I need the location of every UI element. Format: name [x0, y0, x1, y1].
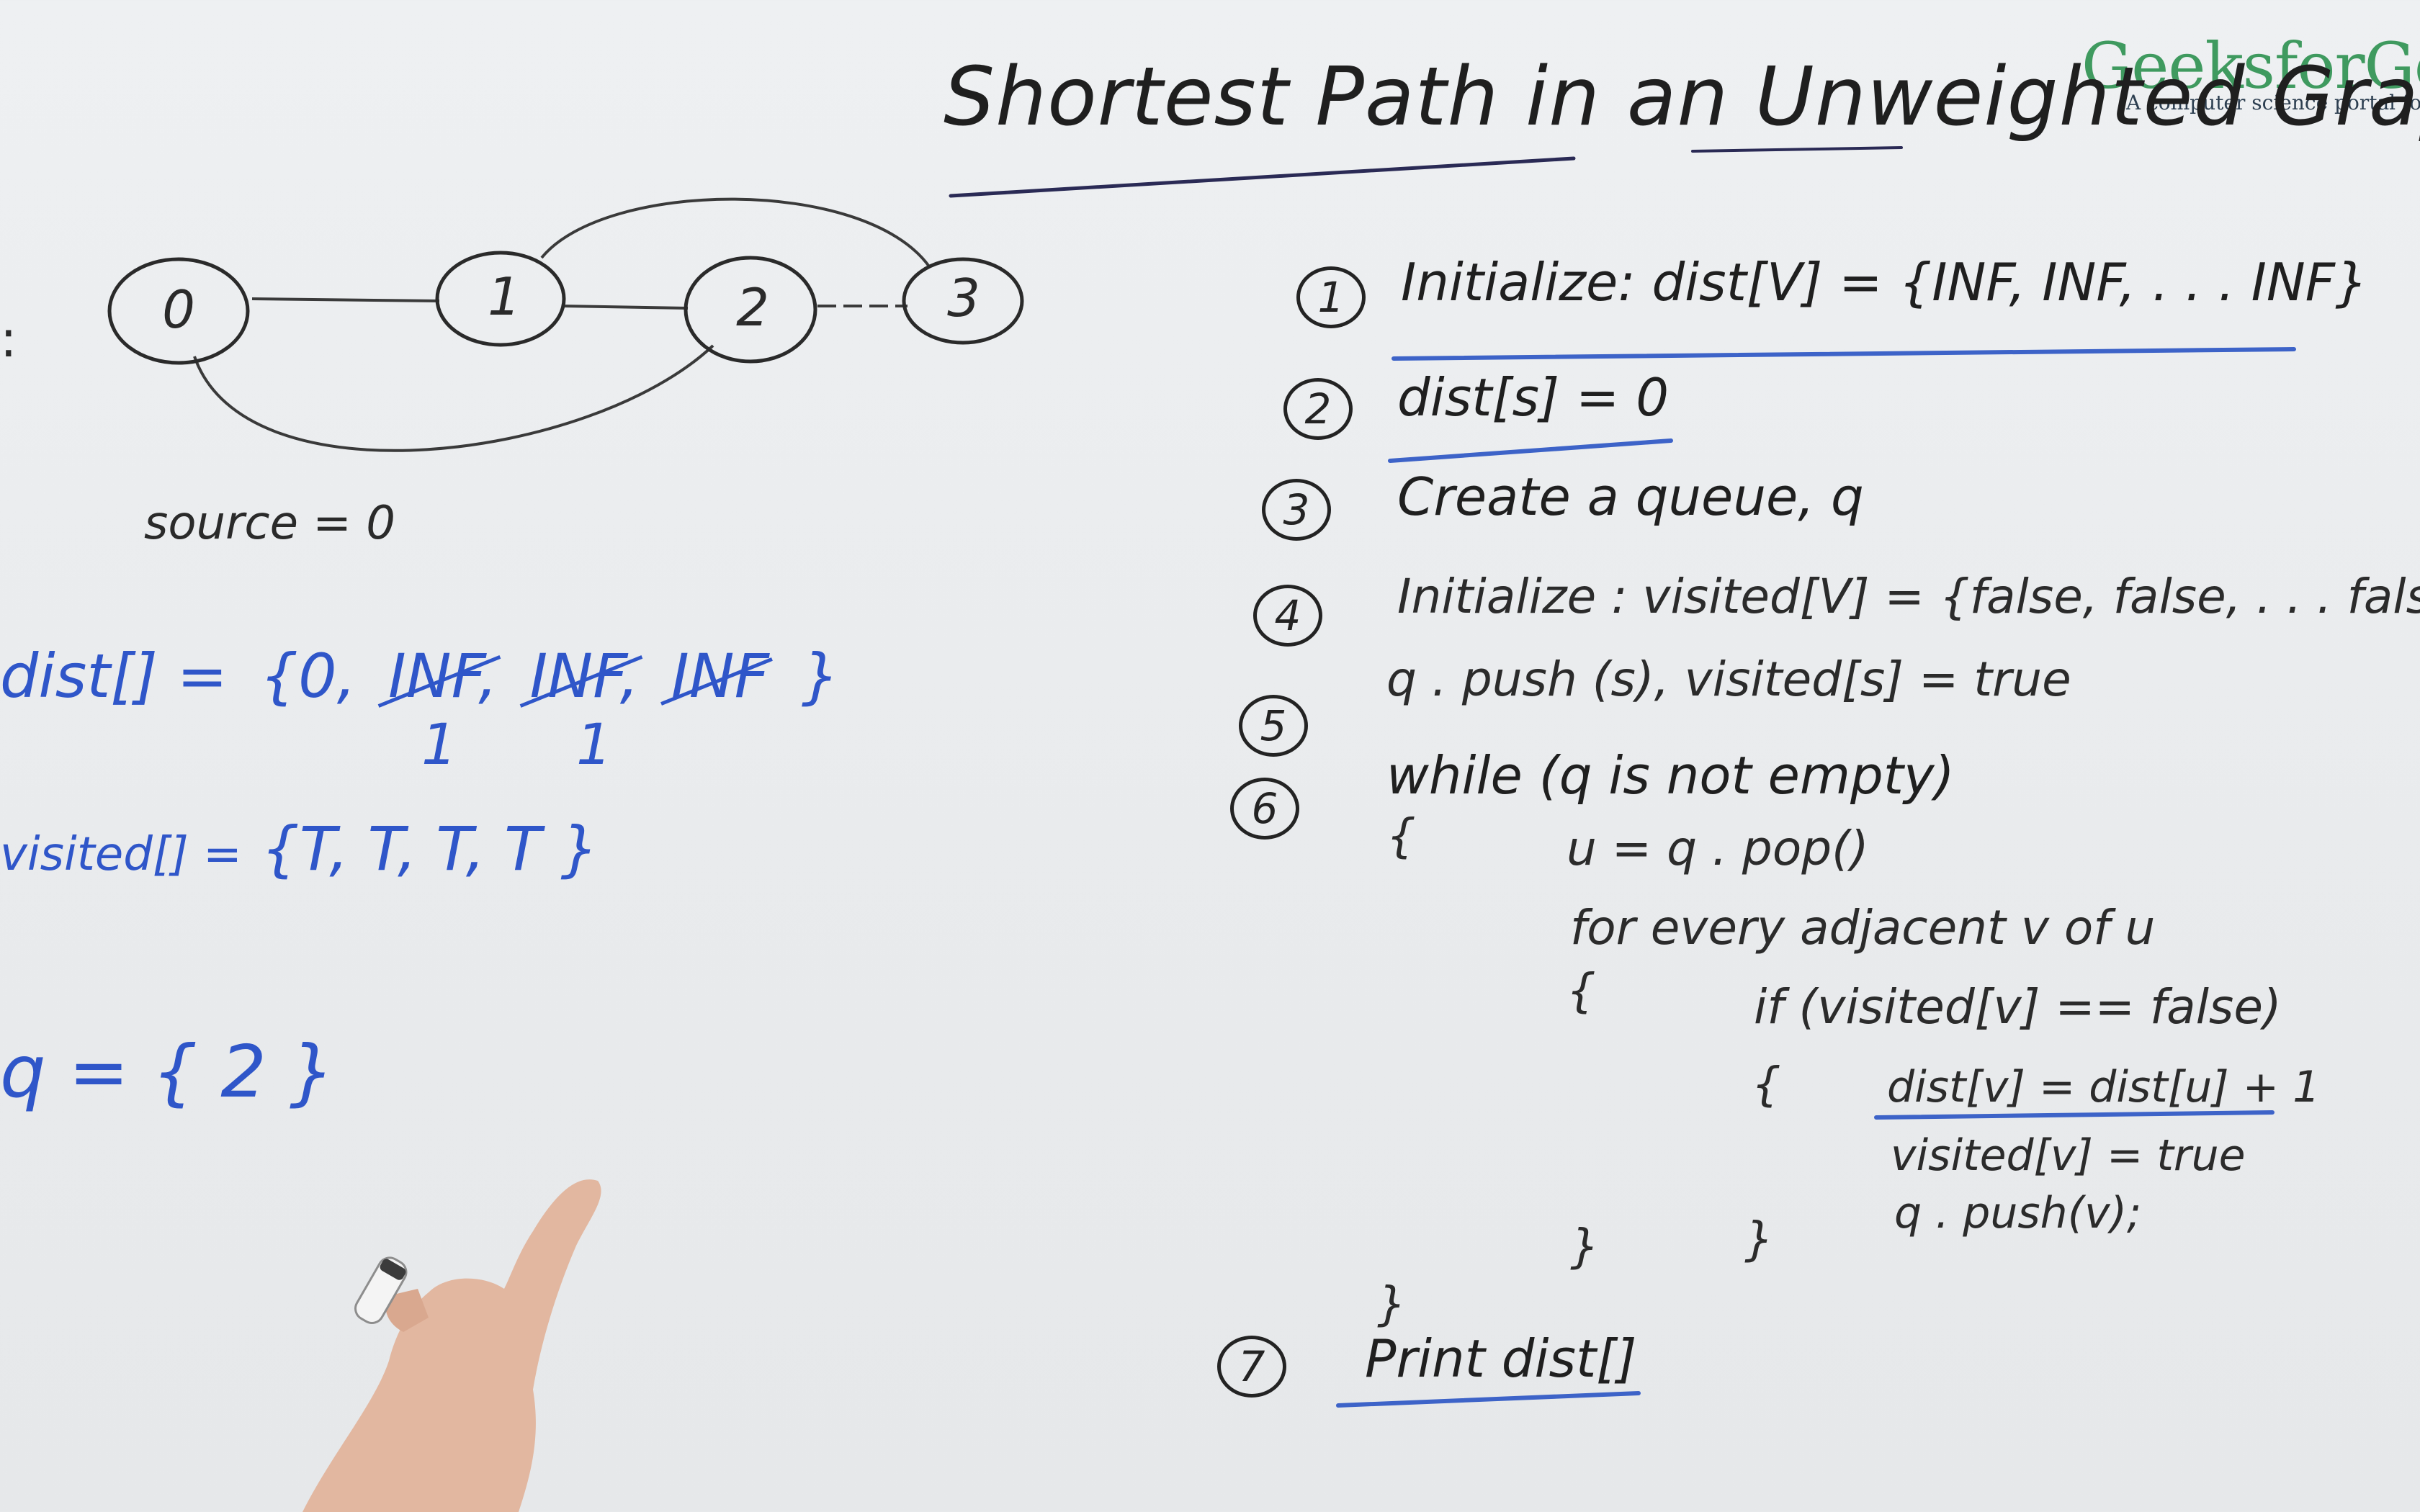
visited-array: visited[] = {T, T, T, T }: [0, 814, 599, 884]
page-title: Shortest Path in an Unweighted Graph: [944, 50, 2420, 144]
step1-underline: [1392, 347, 2296, 361]
node-0-circle: [107, 257, 250, 365]
edge-0-1: [251, 297, 440, 302]
visited-label: visited[] =: [0, 828, 242, 881]
dist-array: dist[] = {0, INF, INF, INF }: [0, 641, 853, 711]
title-underline-1: [949, 156, 1576, 198]
step-1-text: Initialize: dist[V] = {INF, INF, . . . I…: [1401, 252, 2368, 312]
node-0-label: 0: [162, 279, 195, 340]
step-5-text: q . push (s), visited[s] = true: [1386, 652, 2071, 707]
step-5-number: 5: [1239, 695, 1308, 757]
step-4-text: Initialize : visited[V] = {false, false,…: [1397, 569, 2420, 624]
assign-visited-line: visited[v] = true: [1891, 1130, 2246, 1181]
for-close-brace: }: [1570, 1220, 1600, 1274]
dist-update-2: 1: [576, 713, 612, 778]
logo-tagline: A computer science portal for ge: [2126, 91, 2420, 114]
if-open-brace: {: [1752, 1058, 1781, 1112]
step-3-number: 3: [1262, 479, 1331, 541]
side-colon: :: [0, 310, 17, 369]
source-label: source = 0: [144, 497, 395, 550]
dist-close: }: [801, 641, 841, 711]
queue-state: q = { 2 }: [0, 1030, 336, 1114]
node-1-label: 1: [488, 266, 521, 327]
dist-inf-3: INF: [671, 641, 769, 711]
step-6-number: 6: [1230, 778, 1299, 840]
presenter-hand: [302, 1179, 601, 1512]
dist-assign-underline: [1874, 1110, 2275, 1120]
dist-update-1: 1: [421, 713, 457, 778]
node-3-label: 3: [947, 268, 980, 328]
step2-underline: [1388, 438, 1673, 463]
title-underline-2: [1691, 146, 1903, 153]
edge-1-3: [540, 197, 931, 268]
step-1-number: 1: [1296, 266, 1366, 328]
pop-line: u = q . pop(): [1567, 821, 1869, 876]
edge-1-2: [563, 305, 689, 310]
assign-dist-line: dist[v] = dist[u] + 1: [1887, 1062, 2321, 1112]
for-line: for every adjacent v of u: [1570, 900, 2156, 955]
step-7-text: Print dist[]: [1365, 1328, 1637, 1389]
while-close-brace: }: [1377, 1278, 1407, 1331]
geeksforgeeks-logo: GeeksforGee A computer science portal fo…: [2081, 29, 2420, 122]
dist-open: {0,: [259, 641, 357, 711]
step7-underline: [1336, 1391, 1641, 1408]
dist-inf-2: INF,: [529, 641, 640, 711]
step-6-text: while (q is not empty): [1386, 745, 1955, 806]
step-4-number: 4: [1253, 585, 1322, 647]
visited-values: {T, T, T, T }: [261, 814, 599, 884]
if-close-brace: }: [1744, 1213, 1774, 1266]
node-2-label: 2: [736, 277, 769, 338]
while-open-brace: {: [1386, 810, 1416, 863]
for-open-brace: {: [1567, 965, 1596, 1018]
node-2-circle: [684, 256, 817, 364]
node-3-circle: [902, 257, 1024, 345]
step-2-text: dist[s] = 0: [1397, 367, 1670, 428]
node-1-circle: [435, 251, 566, 347]
dist-inf-1: INF,: [387, 641, 498, 711]
dist-label: dist[] =: [0, 641, 228, 711]
edge-0-2: [193, 344, 714, 452]
logo-name: GeeksforGee: [2081, 29, 2420, 103]
if-line: if (visited[v] == false): [1754, 979, 2282, 1035]
push-line: q . push(v);: [1894, 1188, 2142, 1238]
step-3-text: Create a queue, q: [1397, 467, 1864, 527]
step-2-number: 2: [1283, 378, 1353, 440]
step-7-number: 7: [1217, 1336, 1286, 1398]
